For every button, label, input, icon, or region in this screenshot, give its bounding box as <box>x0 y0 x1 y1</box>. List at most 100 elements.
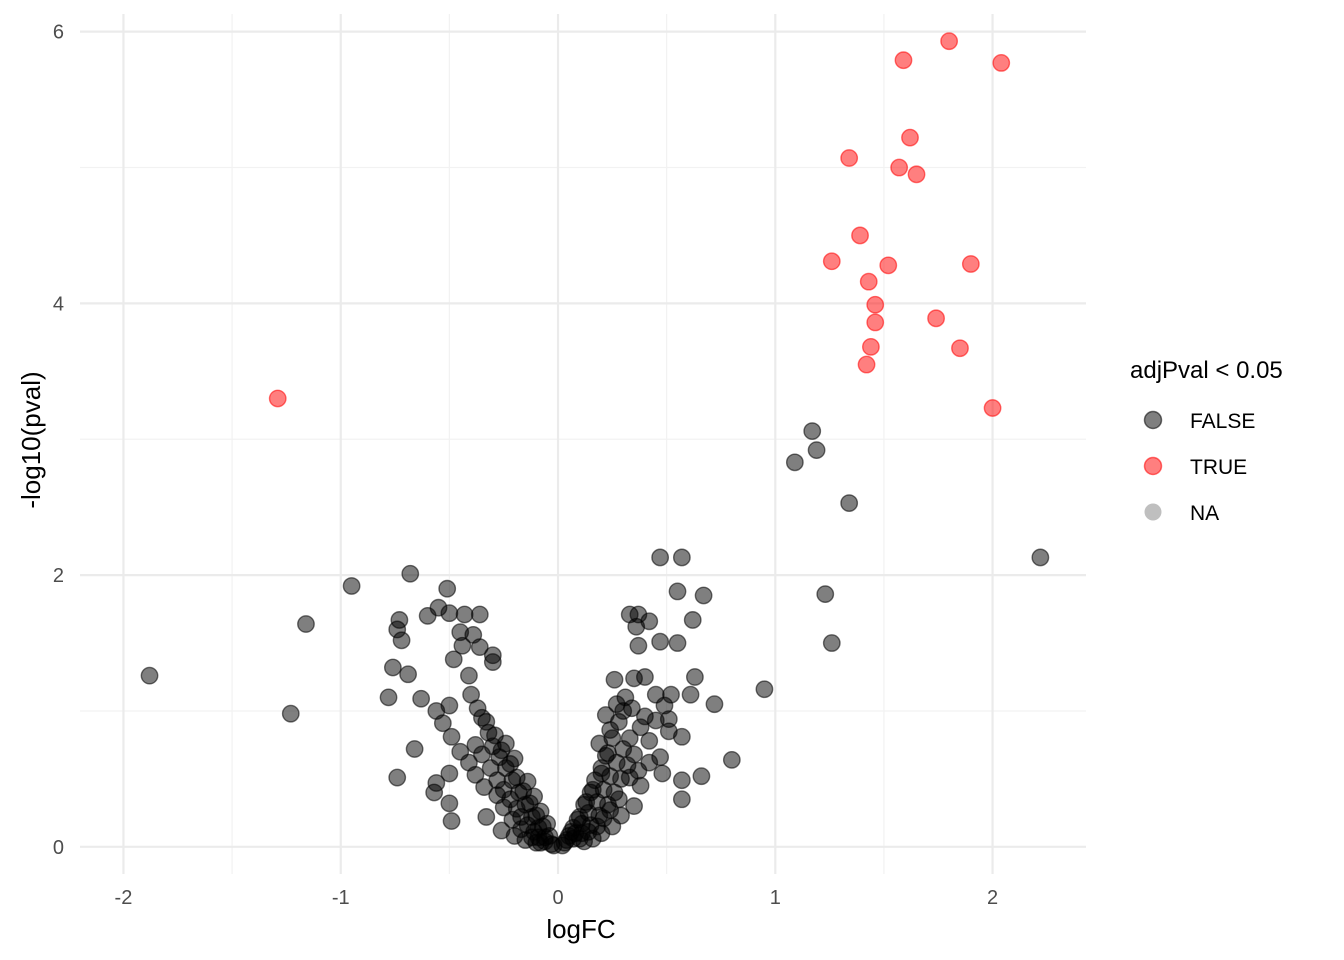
data-point-false <box>405 740 424 758</box>
data-point-false <box>668 634 687 652</box>
data-point-true <box>861 337 880 356</box>
data-point-true <box>866 295 885 314</box>
data-point-false <box>525 787 544 806</box>
x-axis-title: logFC <box>546 914 615 944</box>
y-tick-label: 4 <box>53 293 64 315</box>
data-point-false <box>575 832 593 851</box>
y-tick-labels: 0 2 4 6 <box>53 22 64 859</box>
legend-entry-na: NA <box>1144 502 1219 525</box>
data-point-false <box>440 604 459 623</box>
data-point-false <box>425 783 444 802</box>
data-point-true <box>268 389 287 408</box>
legend-label-false: FALSE <box>1190 410 1255 433</box>
data-point-true <box>901 128 919 147</box>
data-point-false <box>433 714 452 733</box>
data-point-false <box>803 422 822 440</box>
data-point-false <box>505 749 524 768</box>
x-tick-label: 2 <box>987 887 998 909</box>
data-point-false <box>440 794 459 813</box>
data-point-false <box>1031 548 1050 567</box>
data-point-true <box>879 256 898 275</box>
data-point-true <box>859 272 878 291</box>
data-point-false <box>383 658 402 677</box>
legend: adjPval < 0.05 FALSE TRUE NA <box>1130 357 1283 525</box>
data-point-true <box>983 399 1002 417</box>
data-point-false <box>653 764 672 783</box>
legend-label-true: TRUE <box>1190 456 1247 479</box>
data-point-true <box>890 158 909 177</box>
x-tick-labels: -2 -1 0 1 2 <box>115 887 999 909</box>
data-point-true <box>992 54 1011 72</box>
data-point-false <box>629 636 648 655</box>
legend-key-true <box>1143 456 1163 476</box>
data-point-false <box>399 665 417 684</box>
legend-entry-false: FALSE <box>1143 410 1255 433</box>
data-point-false <box>473 745 491 764</box>
x-tick-label: 0 <box>552 887 563 909</box>
data-point-false <box>659 722 678 741</box>
data-point-false <box>453 636 472 655</box>
data-point-true <box>961 255 980 273</box>
data-point-false <box>672 548 691 567</box>
data-point-false <box>342 577 361 595</box>
data-point-true <box>857 355 876 374</box>
legend-label-na: NA <box>1190 502 1219 525</box>
legend-title: adjPval < 0.05 <box>1130 357 1283 384</box>
data-point-false <box>483 653 502 671</box>
x-tick-label: -1 <box>332 887 350 909</box>
data-point-false <box>477 712 496 731</box>
data-point-false <box>466 765 485 784</box>
data-point-false <box>470 605 489 624</box>
legend-entry-true: TRUE <box>1143 456 1247 479</box>
data-point-false <box>631 718 650 737</box>
data-point-false <box>496 734 515 753</box>
data-point-false <box>668 582 687 601</box>
grid-minor <box>80 14 1086 874</box>
data-point-false <box>392 631 411 650</box>
data-point-false <box>807 441 826 460</box>
legend-key-na <box>1144 503 1162 521</box>
data-point-true <box>866 313 885 332</box>
y-tick-label: 0 <box>53 837 64 859</box>
data-point-true <box>822 252 841 271</box>
data-point-false <box>605 670 624 689</box>
data-point-false <box>672 771 691 790</box>
data-point-false <box>640 731 659 750</box>
data-point-false <box>816 585 835 604</box>
data-point-true <box>940 32 959 51</box>
data-point-false <box>681 685 700 704</box>
data-point-false <box>822 634 841 652</box>
data-point-false <box>444 650 463 669</box>
data-point-false <box>672 790 691 809</box>
data-point-false <box>442 727 461 746</box>
data-point-false <box>518 772 537 791</box>
data-point-false <box>388 768 407 787</box>
data-point-true <box>840 149 859 167</box>
data-point-false <box>460 666 478 685</box>
grid-major <box>80 14 1086 874</box>
data-point-false <box>470 638 489 657</box>
data-point-true <box>907 165 926 184</box>
data-point-false <box>785 453 804 472</box>
data-point-false <box>440 764 459 783</box>
points-layer <box>140 32 1050 855</box>
y-tick-label: 2 <box>53 565 64 587</box>
x-tick-label: 1 <box>770 887 781 909</box>
data-point-false <box>297 615 315 633</box>
data-point-false <box>412 689 431 708</box>
data-point-false <box>705 695 724 714</box>
data-point-false <box>607 695 626 714</box>
data-point-false <box>438 579 457 598</box>
data-point-false <box>596 706 615 724</box>
data-point-false <box>692 767 711 786</box>
x-tick-label: -2 <box>115 887 133 909</box>
data-point-true <box>851 226 869 245</box>
data-point-false <box>468 699 487 718</box>
data-point-false <box>685 668 704 686</box>
data-point-false <box>631 776 650 795</box>
data-point-false <box>622 699 641 718</box>
y-axis-title: -log10(pval) <box>16 371 46 508</box>
data-point-false <box>553 836 572 855</box>
y-tick-label: 6 <box>53 22 64 44</box>
